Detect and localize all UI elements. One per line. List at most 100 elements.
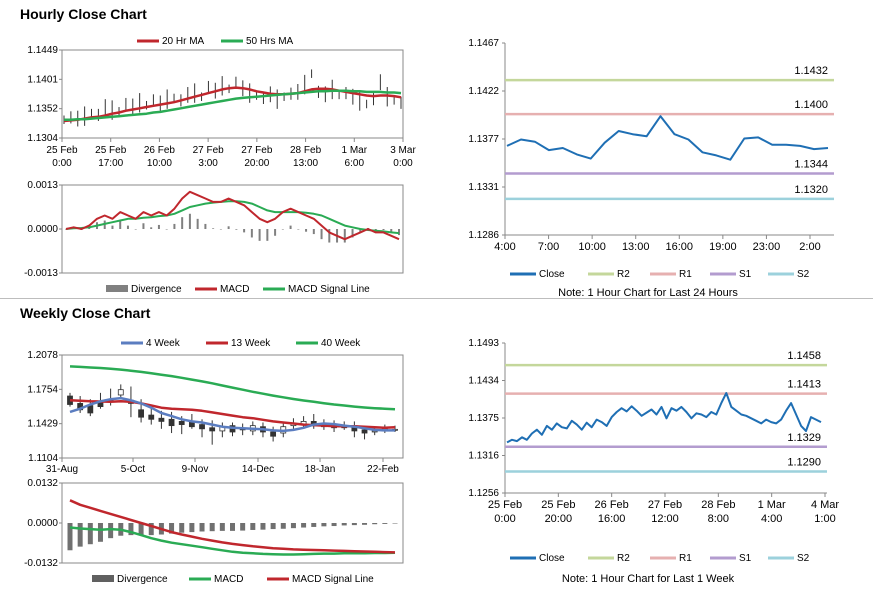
weekly-1w-x-tick-label: 4:00 [761,513,782,525]
hourly-price-x-tick-label: 27 Feb [241,145,273,156]
weekly-candle-body [168,418,175,427]
hourly-24h-level-label-r2: 1.1432 [794,65,828,77]
weekly-divergence-bar [179,523,185,533]
weekly-candle-body [209,427,216,432]
hourly-24h-x-tick-label: 23:00 [753,241,781,253]
weekly-price-x-tick-label: 18-Jan [305,464,336,475]
weekly-1w-level-label-r1: 1.1413 [787,379,821,391]
weekly-divergence-bar [138,523,144,536]
weekly-ma40-line [69,365,396,411]
weekly-divergence-bar [321,523,327,527]
hourly-divergence-bar [351,229,354,238]
hourly-price-y-tick-label: 1.1449 [27,45,58,56]
hourly-divergence-bar [398,229,400,236]
weekly-macd-legend-macd-label: MACD [214,574,243,585]
hourly-price-x-tick-label: 25 Feb [95,145,127,156]
weekly-1w-x-tick-label: 27 Feb [648,499,682,511]
hourly-price-x-tick-label: 13:00 [293,158,318,169]
hourly-24h-close-line [506,115,829,161]
weekly-macd-y-tick-label: 0.0000 [27,518,58,529]
hourly-divergence-bar [297,229,300,230]
hourly-divergence-bar [266,229,269,241]
hourly-24h-y-tick-label: 1.1422 [468,86,499,97]
weekly-macd-y-tick-label: -0.0132 [24,558,58,569]
hourly-24h-legend-r1-label: R1 [679,269,692,280]
hourly-macd-y-tick-label: 0.0000 [27,224,58,235]
hourly-price-x-tick-label: 28 Feb [290,145,322,156]
weekly-candle-body [148,414,155,420]
weekly-candle-body [158,417,165,422]
weekly-1w-legend-r1-label: R1 [679,553,692,564]
hourly-price-y-tick-label: 1.1304 [27,133,58,144]
hourly-24h-x-tick-label: 2:00 [799,241,820,253]
hourly-24h-level-label-s2: 1.1320 [794,184,828,196]
weekly-1w-y-tick-label: 1.1434 [468,376,499,387]
weekly-macd-signal-line [69,499,396,554]
hourly-price-x-tick-label: 25 Feb [46,145,78,156]
weekly-macd-legend-signal-label: MACD Signal Line [292,574,374,585]
hourly-macd-y-tick-label: 0.0013 [27,180,58,191]
weekly-divergence-bar [148,523,154,536]
hourly-24h-y-tick-label: 1.1467 [468,38,499,49]
hourly-divergence-bar [134,229,137,230]
hourly-price-x-tick-label: 10:00 [147,158,172,169]
hourly-24h-legend-r2-label: R2 [617,269,630,280]
weekly-1w-level-label-s1: 1.1329 [787,432,821,444]
weekly-1w-y-tick-label: 1.1375 [468,413,499,424]
weekly-candle-body [87,405,94,414]
weekly-price-frame [61,354,404,459]
weekly-1w-x-tick-label: 4 Mar [811,499,839,511]
hourly-24h-x-tick-label: 7:00 [538,241,559,253]
weekly-1w-x-tick-label: 20:00 [545,513,573,525]
weekly-1w-x-tick-label: 0:00 [494,513,515,525]
hourly-price-x-tick-label: 0:00 [393,158,413,169]
hourly-legend-50hr-label: 50 Hrs MA [246,36,294,47]
hourly-divergence-bar [173,223,176,229]
weekly-price-y-tick-label: 1.1754 [27,384,58,395]
weekly-divergence-bar [209,523,215,532]
hourly-divergence-bar [119,220,122,229]
hourly-24h-x-tick-label: 13:00 [622,241,650,253]
hourly-macd-legend-divergence-swatch [106,285,128,292]
hourly-macd-signal-line [65,200,400,235]
weekly-divergence-bar [250,523,256,530]
weekly-1w-x-tick-label: 26 Feb [595,499,629,511]
weekly-1w-y-tick-label: 1.1316 [468,451,499,462]
hourly-divergence-bar [320,229,323,240]
weekly-1w-x-tick-label: 12:00 [651,513,679,525]
weekly-price-x-tick-label: 31-Aug [46,464,78,475]
hourly-24h-x-tick-label: 4:00 [494,241,515,253]
weekly-1w-legend-s2-label: S2 [797,553,810,564]
hourly-divergence-bar [235,229,238,230]
weekly-divergence-bar [189,523,195,533]
weekly-1w-level-label-s2: 1.1290 [787,456,821,468]
hourly-macd-y-tick-label: -0.0013 [24,268,58,279]
weekly-divergence-bar [199,523,205,532]
weekly-legend-13week-label: 13 Week [231,338,271,349]
weekly-macd-legend-divergence-label: Divergence [117,574,168,585]
hourly-divergence-bar [343,229,346,243]
weekly-macd-legend-divergence-swatch [92,575,114,582]
weekly-macd-y-tick-label: 0.0132 [27,478,58,489]
hourly-24h-level-label-s1: 1.1344 [794,158,828,170]
hourly-divergence-bar [227,226,230,229]
weekly-1w-close-line [506,392,822,444]
hourly-divergence-bar [219,229,222,230]
weekly-divergence-bar [67,523,73,551]
weekly-divergence-bar [108,523,114,539]
hourly-price-x-tick-label: 26 Feb [144,145,176,156]
hourly-legend-20hr-label: 20 Hr MA [162,36,205,47]
weekly-divergence-bar [77,523,83,547]
weekly-price-y-tick-label: 1.1429 [27,419,58,430]
hourly-divergence-bar [289,225,292,229]
hourly-macd-legend-signal-label: MACD Signal Line [288,284,370,295]
hourly-section-title: Hourly Close Chart [20,6,147,22]
hourly-divergence-bar [382,229,385,231]
weekly-candle-body [138,409,144,418]
hourly-macd-legend-macd-label: MACD [220,284,249,295]
weekly-divergence-bar [301,523,307,528]
weekly-divergence-bar [341,523,347,526]
hourly-divergence-bar [274,229,277,236]
weekly-macd-line [69,526,396,556]
hourly-price-x-tick-label: 0:00 [52,158,72,169]
